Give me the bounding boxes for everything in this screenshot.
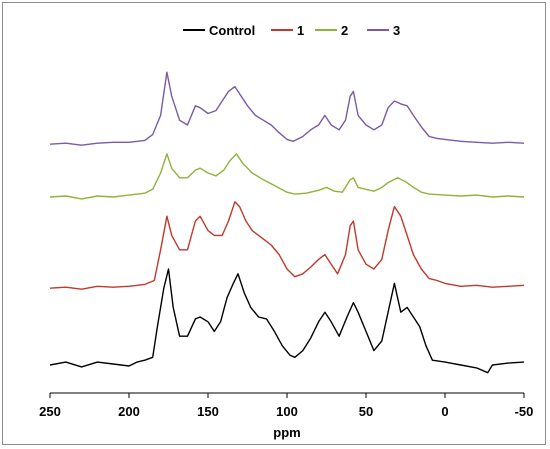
- x-tick-label: 250: [39, 404, 61, 419]
- series-line-1: [49, 201, 525, 290]
- x-tick-label: -50: [515, 404, 534, 419]
- series-line-control: [49, 268, 525, 374]
- series-traces: [49, 71, 525, 374]
- x-axis-title: ppm: [273, 425, 300, 440]
- legend-item-3: 3: [367, 23, 400, 38]
- legend-item-2: 2: [315, 23, 348, 38]
- series-line-2: [49, 153, 525, 200]
- legend-label: 1: [297, 23, 304, 38]
- legend-label: Control: [209, 23, 255, 38]
- series-line-3: [49, 71, 525, 146]
- x-tick-label: 150: [197, 404, 219, 419]
- x-axis: 250 200 150 100 50 0 -50: [39, 392, 534, 419]
- legend-item-1: 1: [271, 23, 304, 38]
- legend-item-control: Control: [183, 23, 255, 38]
- chart-frame: Control 1 2 3 250 200 150 100 50 0 -50 ppm: [2, 2, 546, 445]
- legend: Control 1 2 3: [183, 23, 400, 38]
- x-tick-label: 200: [118, 404, 140, 419]
- nmr-spectra-chart: Control 1 2 3 250 200 150 100 50 0 -50 ppm: [39, 23, 534, 440]
- x-tick-label: 0: [441, 404, 448, 419]
- legend-label: 2: [341, 23, 348, 38]
- x-tick-label: 100: [276, 404, 298, 419]
- legend-label: 3: [393, 23, 400, 38]
- x-tick-label: 50: [359, 404, 373, 419]
